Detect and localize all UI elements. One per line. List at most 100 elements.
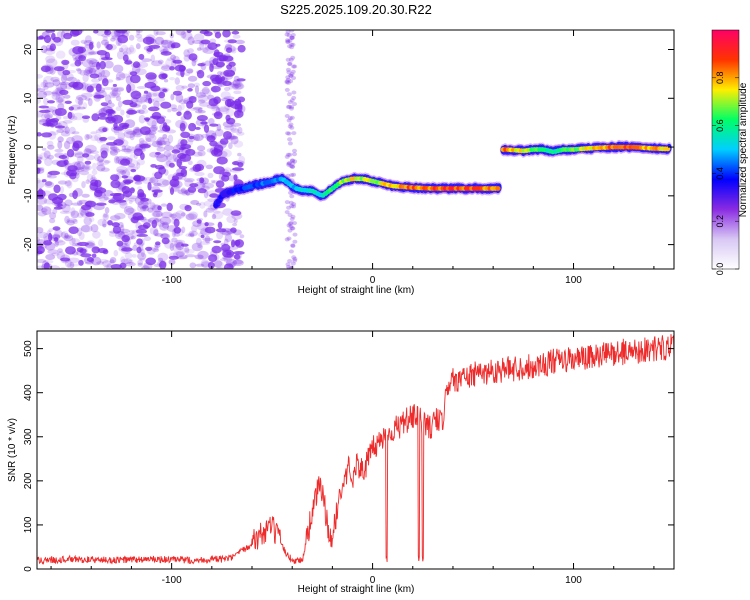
heatmap-noise-blob bbox=[40, 65, 51, 73]
heatmap-noise-blob bbox=[110, 179, 121, 189]
heatmap-noise-blob bbox=[103, 213, 108, 218]
heatmap-noise-blob bbox=[84, 133, 90, 141]
heatmap-noise-blob bbox=[74, 150, 84, 156]
heatmap-noise-blob bbox=[141, 104, 147, 110]
heatmap-noise-blob bbox=[72, 190, 78, 200]
heatmap-noise-blob bbox=[82, 73, 89, 83]
heatmap-noise-blob bbox=[148, 126, 158, 132]
heatmap-noise-blob bbox=[67, 111, 73, 119]
heatmap-noise-blob bbox=[40, 245, 48, 249]
heatmap-noise-blob bbox=[99, 137, 107, 143]
heatmap-noise-blob bbox=[138, 137, 145, 144]
heatmap-noise-blob bbox=[145, 92, 152, 101]
heatmap-noise-blob bbox=[187, 233, 195, 237]
heatmap-noise-blob bbox=[84, 48, 95, 56]
heatmap-noise-blob bbox=[64, 258, 72, 268]
heatmap-noise-blob bbox=[109, 257, 117, 264]
heatmap-noise-blob bbox=[121, 235, 130, 243]
heatmap-noise-blob bbox=[68, 226, 79, 234]
heatmap-noise-blob bbox=[46, 230, 51, 238]
heatmap-noise-blob bbox=[224, 86, 231, 92]
heatmap-noise-blob bbox=[288, 220, 294, 225]
heatmap-noise-blob bbox=[98, 126, 109, 133]
heatmap-noise-blob bbox=[81, 92, 93, 98]
heatmap-noise-blob bbox=[115, 184, 126, 193]
heatmap-noise-blob bbox=[101, 106, 113, 115]
heatmap-noise-blob bbox=[37, 236, 40, 243]
heatmap-noise-blob bbox=[84, 201, 96, 209]
heatmap-noise-blob bbox=[154, 36, 165, 45]
heatmap-noise-blob bbox=[110, 146, 120, 151]
heatmap-noise-blob bbox=[81, 225, 93, 233]
heatmap-noise-blob bbox=[223, 131, 232, 140]
heatmap-noise-blob bbox=[235, 239, 244, 248]
heatmap-noise-blob bbox=[196, 115, 208, 122]
heatmap-noise-blob bbox=[139, 206, 147, 211]
heatmap-noise-blob bbox=[72, 53, 83, 60]
heatmap-noise-blob bbox=[190, 107, 200, 112]
heatmap-noise-blob bbox=[213, 259, 223, 268]
heatmap-noise-blob bbox=[121, 175, 129, 179]
heatmap-noise-blob bbox=[51, 159, 61, 165]
heatmap-noise-blob bbox=[64, 180, 72, 187]
heatmap-noise-blob bbox=[160, 39, 169, 45]
heatmap-noise-blob bbox=[237, 44, 246, 53]
heatmap-noise-blob bbox=[161, 39, 173, 49]
heatmap-noise-blob bbox=[289, 194, 295, 199]
heatmap-noise-blob bbox=[179, 122, 186, 132]
heatmap-noise-blob bbox=[221, 76, 226, 82]
heatmap-noise-blob bbox=[285, 75, 291, 80]
heatmap-noise-blob bbox=[136, 109, 141, 114]
heatmap-noise-blob bbox=[149, 202, 156, 210]
heatmap-noise-blob bbox=[167, 134, 174, 144]
heatmap-noise-blob bbox=[76, 106, 86, 110]
heatmap-noise-blob bbox=[108, 232, 117, 237]
heatmap-noise-blob bbox=[145, 137, 152, 142]
heatmap-noise-blob bbox=[146, 47, 154, 52]
heatmap-noise-blob bbox=[147, 74, 157, 83]
heatmap-noise-blob bbox=[113, 126, 120, 136]
heatmap-noise-blob bbox=[180, 131, 191, 138]
heatmap-noise-blob bbox=[292, 239, 298, 244]
heatmap-noise-blob bbox=[189, 262, 197, 269]
heatmap-noise-blob bbox=[289, 35, 295, 40]
heatmap-noise-blob bbox=[107, 220, 113, 226]
heatmap-noise-blob bbox=[215, 60, 225, 68]
heatmap-noise-blob bbox=[80, 224, 90, 233]
heatmap-noise-blob bbox=[112, 192, 125, 201]
heatmap-noise-blob bbox=[213, 166, 225, 175]
heatmap-noise-blob bbox=[157, 260, 167, 268]
heatmap-noise-blob bbox=[61, 59, 70, 65]
heatmap-noise-blob bbox=[230, 227, 237, 233]
heatmap-noise-blob bbox=[54, 199, 63, 208]
heatmap-noise-blob bbox=[113, 155, 120, 164]
heatmap-noise-blob bbox=[211, 106, 220, 110]
heatmap-noise-blob bbox=[37, 196, 44, 200]
heatmap-noise-blob bbox=[84, 256, 89, 263]
heatmap-noise-blob bbox=[157, 257, 164, 262]
heatmap-noise-blob bbox=[124, 180, 132, 185]
heatmap-noise-blob bbox=[291, 172, 297, 177]
heatmap-noise-blob bbox=[146, 92, 158, 98]
heatmap-noise-blob bbox=[132, 95, 137, 99]
heatmap-noise-blob bbox=[169, 66, 175, 71]
heatmap-noise-blob bbox=[195, 119, 207, 127]
heatmap-noise-blob bbox=[121, 145, 127, 151]
heatmap-noise-blob bbox=[75, 94, 88, 101]
heatmap-noise-blob bbox=[78, 99, 83, 106]
heatmap-noise-blob bbox=[71, 30, 83, 36]
heatmap-noise-blob bbox=[124, 252, 133, 259]
heatmap-noise-blob bbox=[159, 260, 167, 269]
colorbar-label: Normalized spectral amplitude bbox=[738, 82, 749, 217]
heatmap-noise-blob bbox=[285, 30, 291, 34]
heatmap-noise-blob bbox=[125, 47, 136, 55]
colorbar: 0.0 0.2 0.4 0.6 0.8 Normalized spectral ampl… bbox=[711, 29, 749, 275]
heatmap-noise-blob bbox=[119, 158, 131, 166]
heatmap-noise-blob bbox=[284, 80, 290, 85]
heatmap-noise-blob bbox=[44, 157, 53, 167]
heatmap-cell bbox=[665, 146, 671, 152]
heatmap-noise-blob bbox=[289, 36, 295, 40]
heatmap-noise-blob bbox=[285, 67, 291, 72]
heatmap-noise-blob bbox=[207, 261, 215, 269]
heatmap-noise-blob bbox=[119, 228, 130, 234]
